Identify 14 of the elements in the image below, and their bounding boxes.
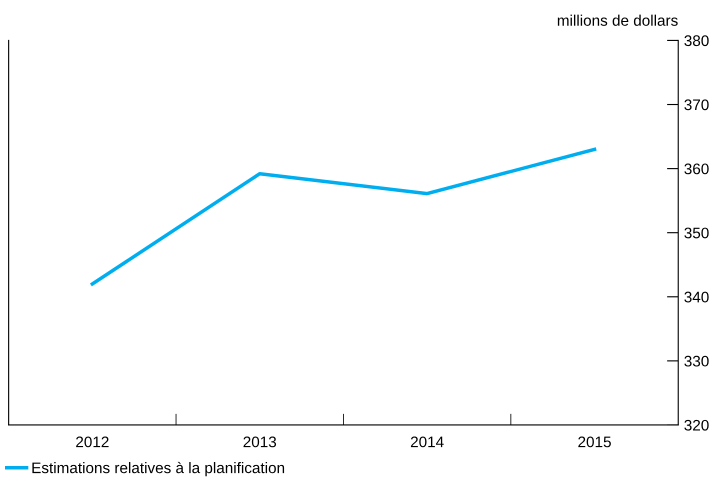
x-tick-label: 2013 xyxy=(244,436,276,448)
line-series xyxy=(90,148,596,286)
y-tick-label: 380 xyxy=(684,35,709,46)
y-tick-label: 350 xyxy=(684,228,709,238)
y-tick-label: 330 xyxy=(684,356,709,367)
y-tick-label: 360 xyxy=(684,163,709,174)
y-tick-label: 370 xyxy=(684,99,709,110)
legend-label: Estimations relatives à la planification xyxy=(32,462,284,476)
x-tick-label: 2014 xyxy=(410,436,444,448)
x-tick-label: 2015 xyxy=(578,436,611,448)
y-axis-title: millions de dollars xyxy=(558,14,678,26)
x-tick-label: 2012 xyxy=(76,436,109,448)
y-tick-label: 320 xyxy=(684,420,709,431)
y-tick-label: 340 xyxy=(684,292,709,302)
